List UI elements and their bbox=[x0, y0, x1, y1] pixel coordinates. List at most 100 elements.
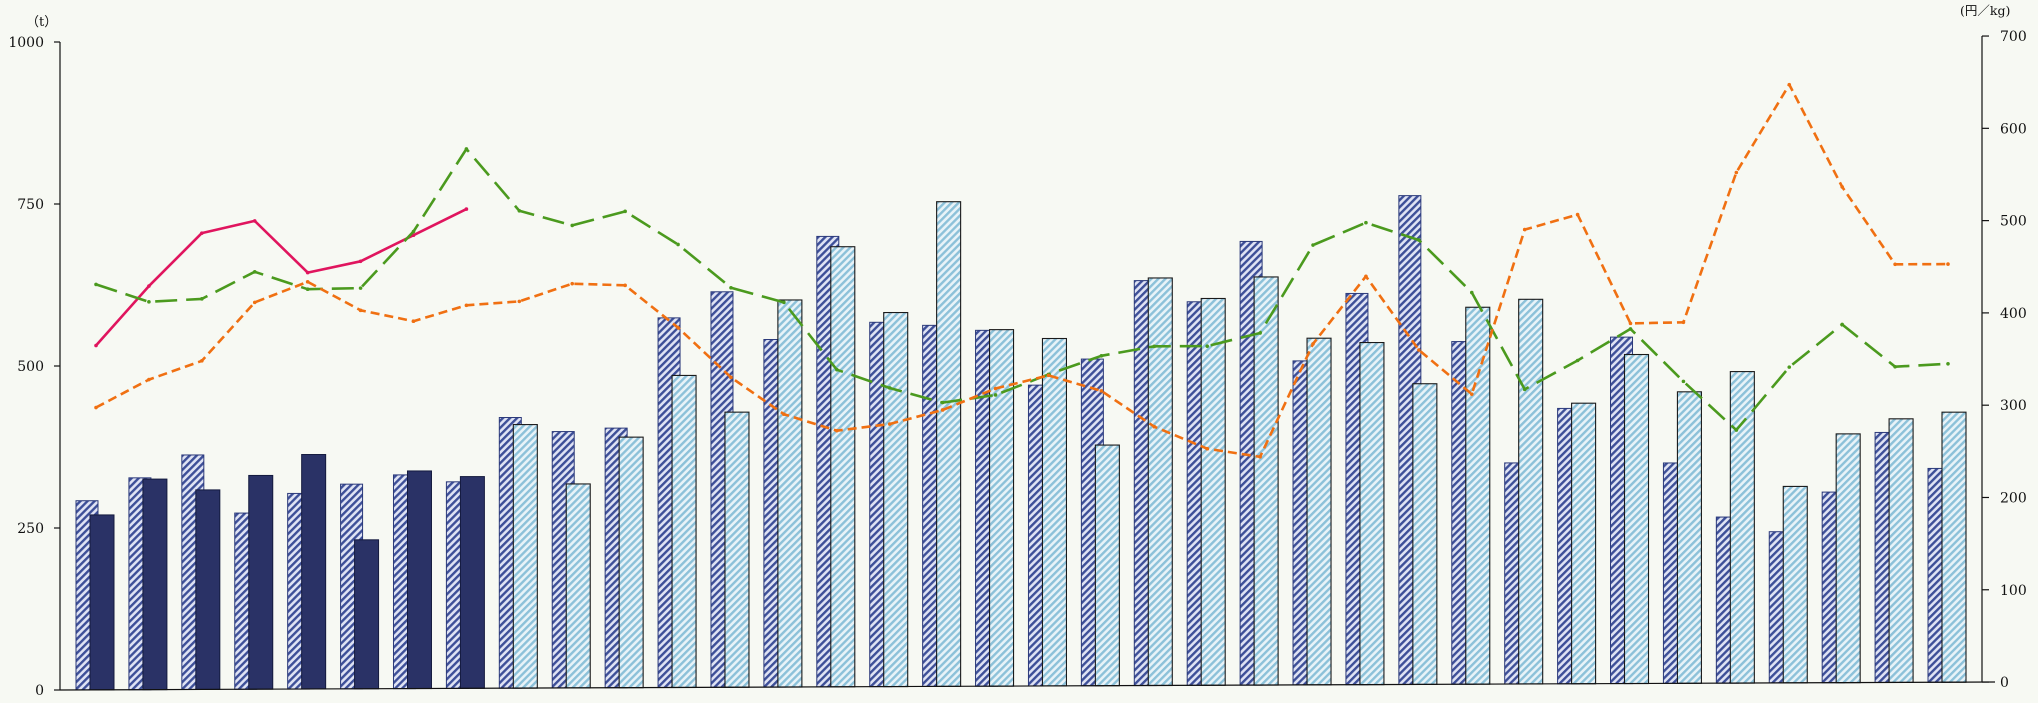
bar-series-b bbox=[565, 483, 591, 689]
bar-series-b bbox=[1412, 383, 1438, 685]
bar-series-b bbox=[1623, 353, 1650, 685]
line-point-long-dash bbox=[940, 400, 945, 405]
bar-series-b bbox=[883, 311, 909, 688]
line-layer bbox=[94, 82, 1950, 459]
line-point-long-dash bbox=[1946, 361, 1950, 366]
line-point-solid bbox=[200, 231, 204, 235]
right-axis-tick-label: 500 bbox=[2000, 214, 2027, 230]
line-point-short-dash bbox=[1522, 227, 1527, 232]
x-axis-baseline bbox=[59, 681, 1996, 691]
bar-series-b bbox=[1888, 418, 1914, 683]
bar-series-b bbox=[1782, 485, 1808, 684]
line-point-long-dash bbox=[1205, 344, 1209, 348]
bar-series-b bbox=[195, 489, 221, 690]
bar-series-b bbox=[1041, 337, 1068, 687]
line-point-short-dash bbox=[993, 386, 998, 391]
bar-series-b bbox=[1359, 341, 1385, 686]
line-point-solid bbox=[94, 343, 98, 348]
line-point-short-dash bbox=[1258, 455, 1262, 459]
right-axis-tick-label: 600 bbox=[2000, 121, 2027, 137]
line-point-long-dash bbox=[676, 242, 680, 247]
line-point-long-dash bbox=[305, 287, 310, 292]
line-point-short-dash bbox=[676, 325, 680, 330]
bar-series-b bbox=[1518, 298, 1544, 685]
line-point-solid bbox=[147, 284, 151, 288]
line-point-short-dash bbox=[1046, 373, 1051, 378]
line-point-short-dash bbox=[147, 377, 151, 382]
line-point-long-dash bbox=[411, 229, 416, 234]
right-axis-tick-label: 100 bbox=[2000, 583, 2027, 599]
line-point-long-dash bbox=[1575, 358, 1580, 363]
line-point-short-dash bbox=[729, 375, 733, 380]
right-axis-tick-label: 700 bbox=[2000, 29, 2027, 45]
bar-series-b bbox=[1729, 371, 1755, 684]
line-point-solid bbox=[305, 270, 310, 275]
bar-series-b bbox=[671, 374, 697, 689]
line-point-short-dash bbox=[1311, 342, 1315, 346]
bar-series-b bbox=[1147, 277, 1173, 687]
left-axis-tick-label: 1000 bbox=[8, 35, 44, 51]
line-point-short-dash bbox=[1734, 170, 1739, 175]
bar-layer bbox=[75, 195, 1967, 691]
line-point-long-dash bbox=[252, 270, 257, 274]
line-point-short-dash bbox=[200, 359, 204, 363]
line-point-short-dash bbox=[358, 308, 363, 313]
line-point-short-dash bbox=[94, 405, 98, 410]
line-point-solid bbox=[252, 219, 257, 223]
line-point-short-dash bbox=[411, 319, 416, 324]
bar-series-b bbox=[1571, 402, 1597, 685]
line-point-short-dash bbox=[1417, 348, 1421, 352]
line-point-short-dash bbox=[305, 280, 310, 284]
line-point-long-dash bbox=[1522, 387, 1527, 392]
line-point-long-dash bbox=[623, 209, 627, 214]
line-point-long-dash bbox=[517, 208, 522, 213]
line-point-solid bbox=[358, 259, 363, 264]
bar-series-b bbox=[459, 476, 485, 689]
line-point-short-dash bbox=[1681, 320, 1686, 325]
line-point-short-dash bbox=[887, 422, 892, 426]
line-point-long-dash bbox=[570, 223, 575, 228]
line-series-short-dash bbox=[95, 83, 1949, 459]
bar-series-b bbox=[512, 424, 538, 689]
right-axis-tick-label: 300 bbox=[2000, 398, 2027, 414]
line-point-short-dash bbox=[1787, 82, 1792, 87]
line-point-long-dash bbox=[782, 300, 786, 305]
line-point-long-dash bbox=[993, 393, 998, 397]
line-point-long-dash bbox=[94, 282, 98, 287]
line-point-short-dash bbox=[464, 303, 469, 308]
line-point-long-dash bbox=[147, 300, 151, 304]
line-point-long-dash bbox=[200, 297, 204, 301]
bar-series-b bbox=[1941, 411, 1967, 683]
line-point-short-dash bbox=[940, 408, 945, 412]
line-point-short-dash bbox=[1205, 446, 1209, 451]
line-point-long-dash bbox=[358, 286, 363, 290]
line-point-long-dash bbox=[1734, 428, 1739, 432]
line-point-long-dash bbox=[1681, 379, 1686, 384]
bar-series-b bbox=[142, 478, 168, 691]
right-axis-tick-label: 0 bbox=[2000, 675, 2009, 691]
bar-series-b bbox=[354, 539, 380, 690]
right-axis-unit: (円／kg) bbox=[1960, 3, 2010, 18]
line-point-long-dash bbox=[835, 367, 839, 372]
line-point-short-dash bbox=[1628, 321, 1633, 326]
line-point-short-dash bbox=[570, 281, 575, 286]
left-axis-tick-label: 0 bbox=[35, 683, 44, 699]
bar-series-b bbox=[936, 201, 962, 687]
line-point-short-dash bbox=[1893, 262, 1897, 267]
line-point-short-dash bbox=[835, 428, 839, 433]
line-point-long-dash bbox=[1628, 327, 1633, 331]
bar-series-b bbox=[1253, 276, 1279, 686]
line-point-long-dash bbox=[1364, 220, 1368, 225]
bar-series-b bbox=[777, 299, 803, 688]
bar-series-b bbox=[1465, 306, 1491, 685]
bar-series-b bbox=[248, 474, 274, 690]
line-point-long-dash bbox=[1311, 243, 1315, 247]
bar-series-b bbox=[1094, 444, 1120, 687]
line-point-short-dash bbox=[782, 412, 786, 417]
bar-series-b bbox=[1676, 391, 1702, 684]
line-point-short-dash bbox=[1575, 212, 1580, 217]
bar-series-b bbox=[1835, 433, 1861, 684]
bar-series-b bbox=[1306, 337, 1332, 686]
axes-layer: （t） (円／kg) 0 250 500 750 1000 0 100 200 300 400 50… bbox=[8, 3, 2026, 699]
